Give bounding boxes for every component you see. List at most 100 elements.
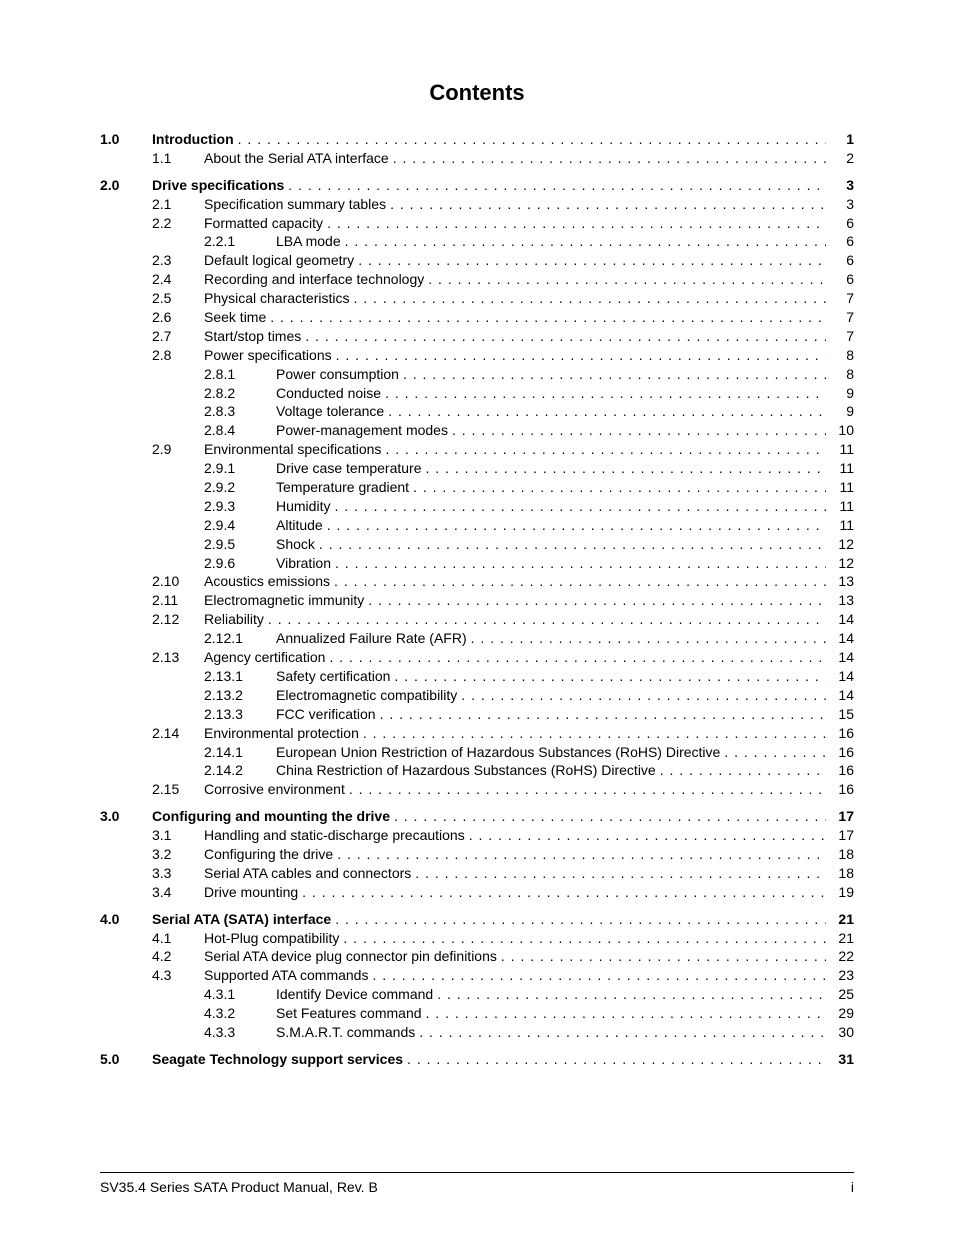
toc-row-level2[interactable]: 2.12Reliability14 — [100, 610, 854, 629]
toc-row-level2[interactable]: 2.13Agency certification 14 — [100, 648, 854, 667]
subsubsection-label: Safety certification — [276, 667, 394, 686]
subsubsection-page: 11 — [826, 478, 854, 497]
toc-row-level2[interactable]: 2.9Environmental specifications11 — [100, 440, 854, 459]
toc-row-level3[interactable]: 2.9.6Vibration12 — [100, 554, 854, 573]
leader-dots — [238, 130, 826, 149]
footer-left: SV35.4 Series SATA Product Manual, Rev. … — [100, 1179, 378, 1195]
leader-dots — [372, 966, 826, 985]
subsubsection-label: Identify Device command — [276, 985, 437, 1004]
toc-section: 4.0Serial ATA (SATA) interface214.1Hot-P… — [100, 910, 854, 1042]
subsection-number: 2.6 — [152, 308, 204, 327]
toc-row-level3[interactable]: 2.14.2China Restriction of Hazardous Sub… — [100, 761, 854, 780]
section-label: Drive specifications — [152, 176, 288, 195]
subsubsection-label: Conducted noise — [276, 384, 385, 403]
leader-dots — [415, 864, 826, 883]
toc-row-level3[interactable]: 2.2.1LBA mode6 — [100, 232, 854, 251]
toc-row-level1[interactable]: 4.0Serial ATA (SATA) interface21 — [100, 910, 854, 929]
toc-row-level2[interactable]: 2.6Seek time7 — [100, 308, 854, 327]
toc-row-level2[interactable]: 2.7Start/stop times7 — [100, 327, 854, 346]
toc-row-level3[interactable]: 2.9.4Altitude11 — [100, 516, 854, 535]
toc-row-level2[interactable]: 2.1Specification summary tables3 — [100, 195, 854, 214]
toc-row-level3[interactable]: 2.8.4Power-management modes10 — [100, 421, 854, 440]
subsubsection-label: China Restriction of Hazardous Substance… — [276, 761, 660, 780]
subsection-label: Formatted capacity — [204, 214, 327, 233]
subsection-number: 1.1 — [152, 149, 204, 168]
toc-row-level2[interactable]: 2.4Recording and interface technology6 — [100, 270, 854, 289]
toc-row-level2[interactable]: 1.1About the Serial ATA interface2 — [100, 149, 854, 168]
leader-dots — [327, 214, 826, 233]
subsection-page: 13 — [826, 572, 854, 591]
toc-row-level3[interactable]: 2.8.2Conducted noise9 — [100, 384, 854, 403]
toc-row-level2[interactable]: 3.3Serial ATA cables and connectors18 — [100, 864, 854, 883]
subsection-page: 16 — [826, 780, 854, 799]
toc-row-level2[interactable]: 3.2Configuring the drive18 — [100, 845, 854, 864]
toc-row-level2[interactable]: 4.3Supported ATA commands23 — [100, 966, 854, 985]
subsection-number: 2.10 — [152, 572, 204, 591]
section-page: 17 — [826, 807, 854, 826]
subsection-label: Handling and static-discharge precaution… — [204, 826, 469, 845]
toc-row-level3[interactable]: 2.14.1European Union Restriction of Haza… — [100, 743, 854, 762]
toc-row-level2[interactable]: 2.11Electromagnetic immunity13 — [100, 591, 854, 610]
subsubsection-label: Annualized Failure Rate (AFR) — [276, 629, 471, 648]
section-label: Seagate Technology support services — [152, 1050, 407, 1069]
toc-row-level2[interactable]: 2.5Physical characteristics7 — [100, 289, 854, 308]
toc-row-level3[interactable]: 2.9.3Humidity11 — [100, 497, 854, 516]
leader-dots — [501, 947, 826, 966]
toc-row-level2[interactable]: 2.15Corrosive environment16 — [100, 780, 854, 799]
subsection-page: 14 — [826, 648, 854, 667]
section-page: 31 — [826, 1050, 854, 1069]
toc-row-level1[interactable]: 2.0Drive specifications3 — [100, 176, 854, 195]
subsubsection-label: European Union Restriction of Hazardous … — [276, 743, 724, 762]
toc-row-level3[interactable]: 2.13.2Electromagnetic compatibility14 — [100, 686, 854, 705]
subsection-page: 7 — [826, 308, 854, 327]
toc-row-level2[interactable]: 2.8Power specifications8 — [100, 346, 854, 365]
toc-row-level3[interactable]: 2.8.1Power consumption8 — [100, 365, 854, 384]
leader-dots — [335, 910, 826, 929]
subsubsection-label: Voltage tolerance — [276, 402, 388, 421]
toc-row-level1[interactable]: 3.0Configuring and mounting the drive17 — [100, 807, 854, 826]
subsubsection-number: 2.9.2 — [204, 478, 276, 497]
toc-row-level2[interactable]: 2.14Environmental protection16 — [100, 724, 854, 743]
subsubsection-number: 2.8.1 — [204, 365, 276, 384]
toc-row-level3[interactable]: 2.13.1Safety certification14 — [100, 667, 854, 686]
toc-row-level2[interactable]: 2.2Formatted capacity6 — [100, 214, 854, 233]
toc-row-level3[interactable]: 4.3.1Identify Device command25 — [100, 985, 854, 1004]
subsubsection-page: 16 — [826, 743, 854, 762]
toc-row-level2[interactable]: 3.1Handling and static-discharge precaut… — [100, 826, 854, 845]
leader-dots — [437, 985, 826, 1004]
leader-dots — [407, 1050, 826, 1069]
subsubsection-label: Electromagnetic compatibility — [276, 686, 461, 705]
toc-row-level3[interactable]: 4.3.3S.M.A.R.T. commands30 — [100, 1023, 854, 1042]
toc-row-level2[interactable]: 4.1Hot-Plug compatibility21 — [100, 929, 854, 948]
leader-dots — [343, 929, 826, 948]
section-label: Configuring and mounting the drive — [152, 807, 394, 826]
toc-row-level3[interactable]: 4.3.2Set Features command29 — [100, 1004, 854, 1023]
toc-row-level3[interactable]: 2.13.3FCC verification15 — [100, 705, 854, 724]
toc-row-level3[interactable]: 2.9.2Temperature gradient 11 — [100, 478, 854, 497]
subsubsection-number: 2.13.2 — [204, 686, 276, 705]
subsection-label: Specification summary tables — [204, 195, 390, 214]
subsection-label: Serial ATA device plug connector pin def… — [204, 947, 501, 966]
subsection-number: 2.13 — [152, 648, 204, 667]
subsection-number: 2.5 — [152, 289, 204, 308]
toc-row-level3[interactable]: 2.8.3Voltage tolerance9 — [100, 402, 854, 421]
toc-row-level1[interactable]: 5.0Seagate Technology support services31 — [100, 1050, 854, 1069]
toc-row-level3[interactable]: 2.9.1Drive case temperature11 — [100, 459, 854, 478]
subsection-label: Start/stop times — [204, 327, 305, 346]
subsection-label: Serial ATA cables and connectors — [204, 864, 415, 883]
subsection-page: 21 — [826, 929, 854, 948]
toc-row-level2[interactable]: 3.4Drive mounting19 — [100, 883, 854, 902]
leader-dots — [428, 270, 826, 289]
toc-row-level3[interactable]: 2.9.5Shock12 — [100, 535, 854, 554]
subsection-label: Agency certification — [204, 648, 329, 667]
toc-row-level2[interactable]: 2.10Acoustics emissions13 — [100, 572, 854, 591]
subsubsection-page: 30 — [826, 1023, 854, 1042]
toc-row-level1[interactable]: 1.0Introduction1 — [100, 130, 854, 149]
subsection-number: 2.3 — [152, 251, 204, 270]
toc-row-level2[interactable]: 2.3Default logical geometry6 — [100, 251, 854, 270]
toc-section: 3.0Configuring and mounting the drive173… — [100, 807, 854, 901]
toc-row-level3[interactable]: 2.12.1Annualized Failure Rate (AFR)14 — [100, 629, 854, 648]
leader-dots — [385, 384, 826, 403]
toc-row-level2[interactable]: 4.2Serial ATA device plug connector pin … — [100, 947, 854, 966]
subsubsection-label: Temperature gradient — [276, 478, 413, 497]
